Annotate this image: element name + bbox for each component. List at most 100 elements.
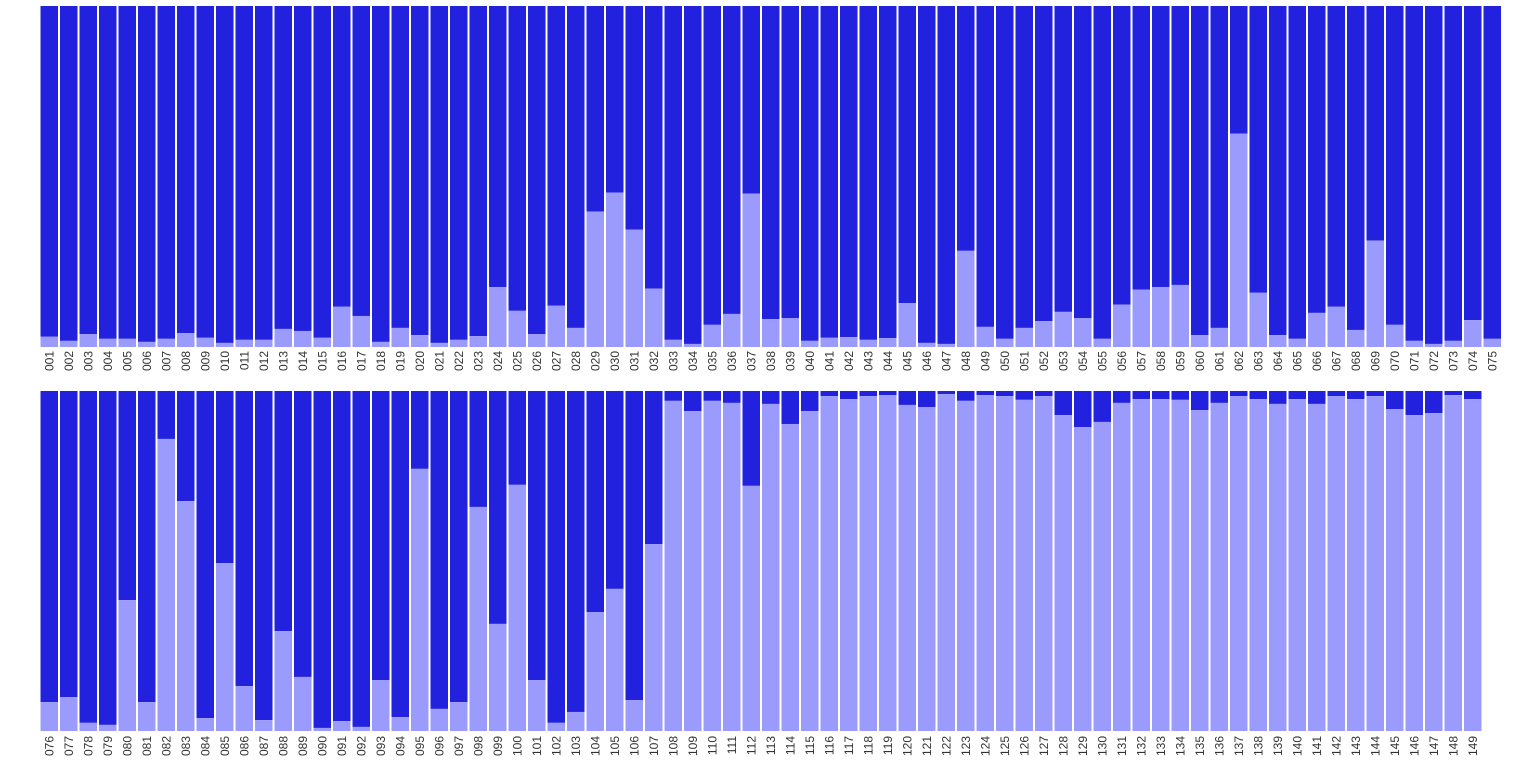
- bar-upper-segment: [1483, 6, 1501, 339]
- bar-lower-segment: [372, 680, 390, 731]
- bar-lower-segment: [333, 721, 351, 731]
- bar-upper-segment: [723, 6, 741, 314]
- bar-upper-segment: [1230, 6, 1248, 134]
- bar-lower-segment: [1093, 338, 1111, 347]
- bar-lower-segment: [1210, 327, 1228, 347]
- x-tick-label: 080: [120, 736, 134, 756]
- x-tick-label: 094: [393, 736, 407, 756]
- x-tick-label: 050: [998, 351, 1012, 371]
- bar-upper-segment: [1327, 6, 1345, 307]
- x-tick-label: 009: [198, 351, 212, 371]
- bar-upper-segment: [60, 6, 78, 341]
- x-tick-label: 019: [393, 351, 407, 371]
- bar-upper-segment: [879, 391, 897, 396]
- bar-upper-segment: [918, 391, 936, 407]
- bar-lower-segment: [937, 343, 955, 347]
- x-tick-label: 114: [783, 736, 797, 755]
- bar-lower-segment: [1464, 320, 1482, 347]
- x-tick-label: 055: [1095, 351, 1109, 371]
- x-tick-label: 043: [861, 351, 875, 371]
- bar-lower-segment: [489, 286, 507, 347]
- bar-lower-segment: [742, 485, 760, 731]
- x-tick-label: 030: [608, 351, 622, 371]
- x-tick-label: 105: [608, 736, 622, 756]
- x-tick-label: 023: [471, 351, 485, 371]
- bar-upper-segment: [937, 391, 955, 395]
- bar-upper-segment: [976, 391, 994, 396]
- bar-upper-segment: [372, 391, 390, 680]
- bar-lower-segment: [196, 718, 214, 731]
- x-tick-label: 002: [62, 351, 76, 371]
- bar-upper-segment: [1035, 391, 1053, 397]
- bar-upper-segment: [333, 391, 351, 722]
- bar-lower-segment: [1366, 240, 1384, 347]
- bar-upper-segment: [859, 391, 877, 397]
- bar-lower-segment: [1093, 421, 1111, 731]
- x-tick-label: 073: [1446, 351, 1460, 371]
- bar-lower-segment: [1366, 396, 1384, 731]
- bar-lower-segment: [157, 338, 175, 347]
- bar-upper-segment: [957, 6, 975, 251]
- bar-upper-segment: [742, 6, 760, 194]
- x-tick-label: 049: [978, 351, 992, 371]
- bar-lower-segment: [1152, 399, 1170, 731]
- bar-upper-segment: [1132, 6, 1150, 290]
- bar-lower-segment: [255, 720, 273, 731]
- x-tick-label: 129: [1076, 736, 1090, 756]
- x-tick-label: 046: [920, 351, 934, 371]
- x-tick-label: 116: [822, 736, 836, 755]
- bar-lower-segment: [450, 702, 468, 731]
- bar-upper-segment: [898, 391, 916, 405]
- bar-upper-segment: [1191, 6, 1209, 336]
- x-tick-label: 128: [1056, 736, 1070, 756]
- x-tick-label: 041: [822, 351, 836, 371]
- bar-upper-segment: [1308, 391, 1326, 404]
- x-tick-label: 083: [179, 736, 193, 756]
- x-tick-label: 138: [1251, 736, 1265, 756]
- bar-lower-segment: [645, 544, 663, 731]
- x-tick-label: 103: [569, 736, 583, 756]
- bar-lower-segment: [567, 711, 585, 731]
- bar-upper-segment: [547, 391, 565, 723]
- bar-upper-segment: [1113, 391, 1131, 403]
- bar-lower-segment: [586, 211, 604, 347]
- bar-upper-segment: [157, 391, 175, 439]
- bar-lower-segment: [781, 423, 799, 731]
- bar-lower-segment: [294, 330, 312, 347]
- x-tick-label: 058: [1154, 351, 1168, 371]
- bar-upper-segment: [586, 6, 604, 212]
- x-tick-label: 101: [530, 736, 544, 756]
- bar-upper-segment: [79, 391, 97, 723]
- bar-lower-segment: [996, 338, 1014, 347]
- bar-upper-segment: [430, 391, 448, 709]
- bar-upper-segment: [1425, 391, 1443, 414]
- bar-lower-segment: [1015, 399, 1033, 731]
- bar-upper-segment: [99, 6, 117, 339]
- bar-lower-segment: [1327, 396, 1345, 731]
- bar-upper-segment: [1386, 391, 1404, 410]
- bar-lower-segment: [1074, 318, 1092, 347]
- x-tick-label: 029: [588, 351, 602, 371]
- bar-upper-segment: [976, 6, 994, 327]
- x-tick-label: 008: [179, 351, 193, 371]
- bar-lower-segment: [567, 327, 585, 347]
- x-tick-label: 148: [1446, 736, 1460, 756]
- bar-lower-segment: [99, 724, 117, 731]
- bar-lower-segment: [664, 339, 682, 347]
- bar-lower-segment: [801, 411, 819, 731]
- bar-lower-segment: [391, 327, 409, 347]
- bar-upper-segment: [1464, 6, 1482, 321]
- bar-upper-segment: [40, 6, 58, 337]
- bar-lower-segment: [586, 612, 604, 731]
- bar-lower-segment: [898, 303, 916, 347]
- bar-upper-segment: [372, 6, 390, 342]
- bar-lower-segment: [313, 727, 331, 731]
- x-tick-label: 082: [159, 736, 173, 756]
- bar-lower-segment: [372, 341, 390, 347]
- bar-upper-segment: [1308, 6, 1326, 313]
- bar-upper-segment: [1230, 391, 1248, 397]
- x-tick-label: 136: [1212, 736, 1226, 756]
- bar-upper-segment: [508, 6, 526, 311]
- x-tick-label: 149: [1466, 736, 1480, 756]
- bar-upper-segment: [157, 6, 175, 339]
